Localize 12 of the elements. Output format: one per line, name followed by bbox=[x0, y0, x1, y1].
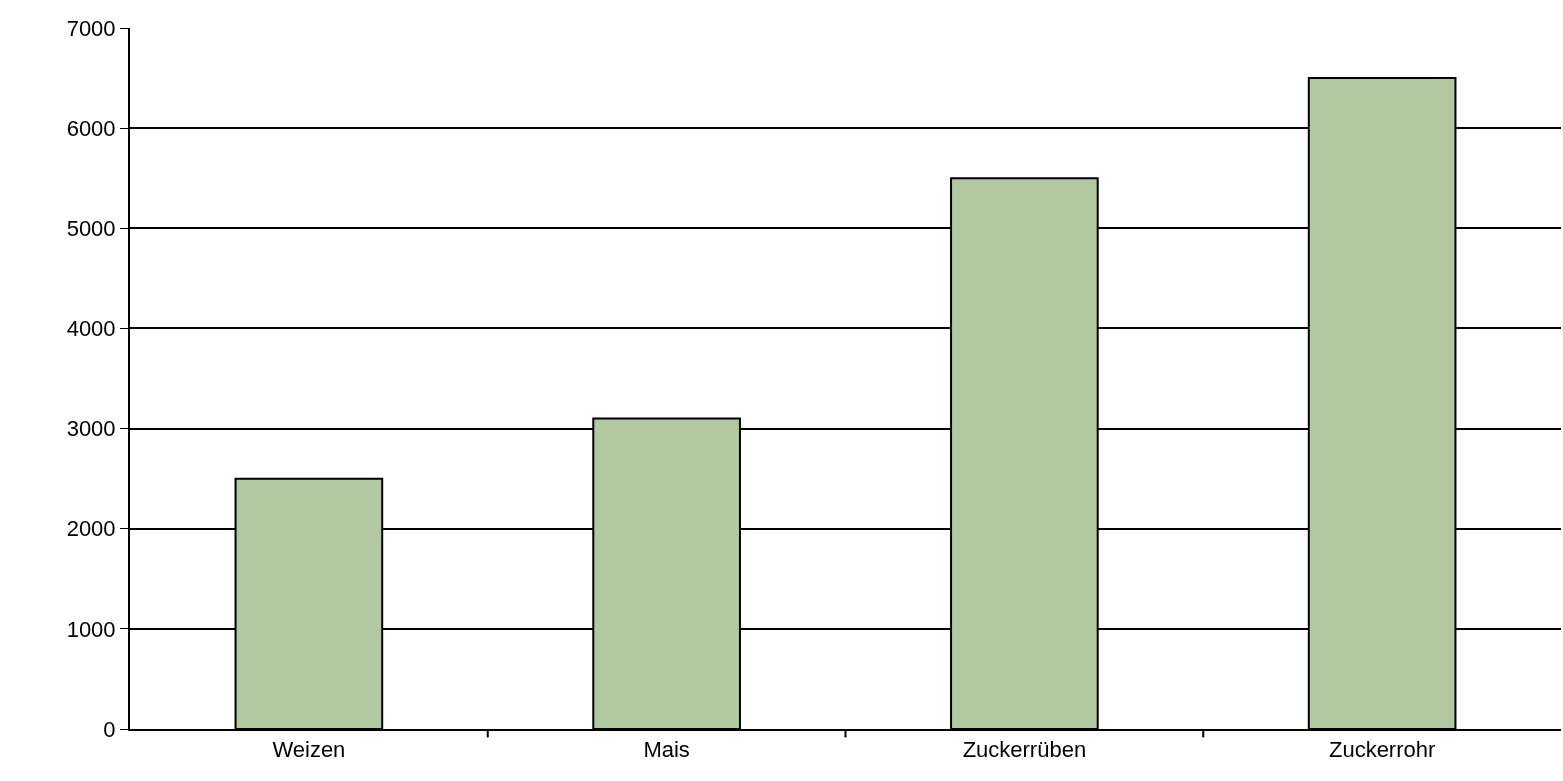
x-tick-label: Zuckerrohr bbox=[1328, 737, 1436, 763]
y-tick-label: 6000 bbox=[66, 115, 116, 141]
x-tick-label: Zuckerrüben bbox=[962, 737, 1087, 763]
x-tick-label: Weizen bbox=[272, 737, 346, 763]
y-tick-label: 3000 bbox=[66, 416, 116, 442]
y-tick-label: 0 bbox=[103, 716, 116, 742]
y-tick-label: 2000 bbox=[66, 516, 116, 542]
x-tick-label: Mais bbox=[643, 737, 690, 763]
y-tick-label: 4000 bbox=[66, 316, 116, 342]
y-tick-label: 1000 bbox=[66, 616, 116, 642]
y-tick-label: 5000 bbox=[66, 215, 116, 241]
y-tick-label: 7000 bbox=[66, 15, 116, 41]
